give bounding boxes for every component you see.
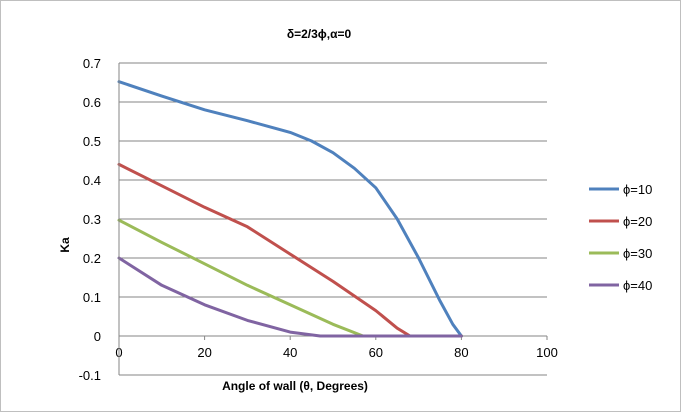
series-line-4	[117, 256, 463, 338]
legend-label: ϕ=40	[623, 278, 652, 293]
y-tick-label: 0.4	[83, 173, 101, 188]
x-tick-label: 100	[536, 345, 558, 360]
y-tick-label: -0.1	[79, 368, 101, 383]
y-tick-label: 0.2	[83, 251, 101, 266]
data-series	[117, 80, 463, 338]
y-tick-labels: -0.1 0 0.1 0.2 0.3 0.4 0.5 0.6 0.7	[79, 56, 101, 383]
y-tick-label: 0.1	[83, 290, 101, 305]
series-line-2	[117, 162, 463, 338]
y-axis-title: Ka	[58, 237, 72, 253]
legend-label: ϕ=30	[623, 246, 652, 261]
legend-label: ϕ=20	[623, 214, 652, 229]
x-tick-labels: 020406080100	[115, 336, 558, 360]
y-tick-label: 0.5	[83, 134, 101, 149]
y-tick-label: 0.7	[83, 56, 101, 71]
x-tick-label: 80	[454, 345, 468, 360]
x-axis-title: Angle of wall (θ, Degrees)	[222, 379, 368, 393]
legend: ϕ=10 ϕ=20 ϕ=30 ϕ=40	[589, 182, 652, 293]
legend-label: ϕ=10	[623, 182, 652, 197]
x-tick-label: 60	[369, 345, 383, 360]
y-tick-label: 0	[94, 329, 101, 344]
chart-title: δ=2/3ϕ,α=0	[287, 27, 352, 41]
series-line-3	[117, 218, 463, 338]
x-tick-label: 20	[197, 345, 211, 360]
gridlines	[119, 62, 547, 376]
x-tick-label: 40	[283, 345, 297, 360]
series-line-1	[117, 80, 463, 338]
y-tick-label: 0.6	[83, 95, 101, 110]
y-tick-label: 0.3	[83, 212, 101, 227]
